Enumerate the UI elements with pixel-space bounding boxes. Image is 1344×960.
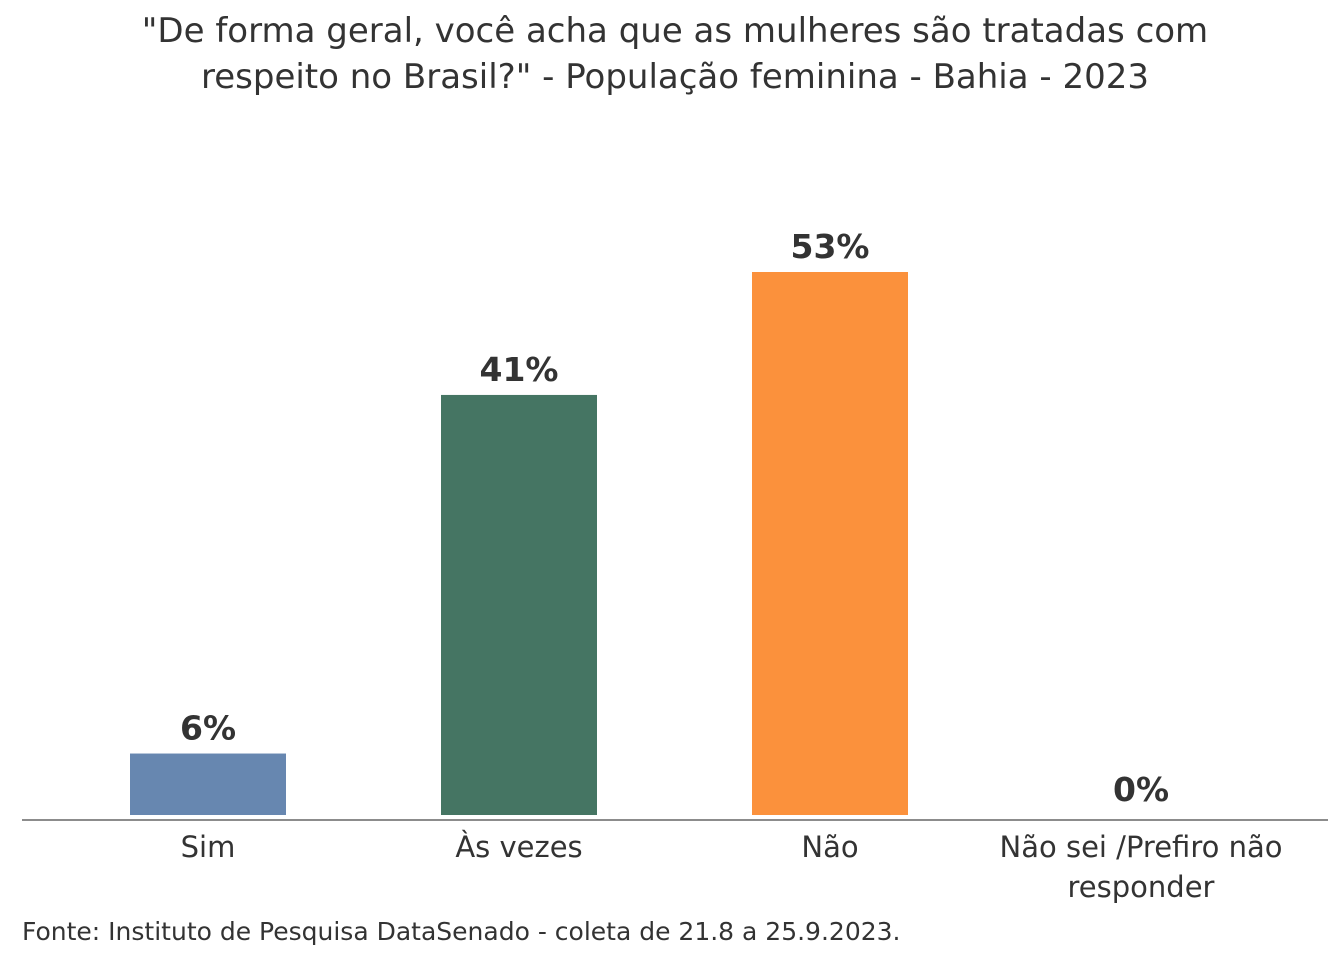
- chart-title-line: respeito no Brasil?" - População feminin…: [201, 57, 1149, 97]
- chart-title: "De forma geral, você acha que as mulher…: [142, 11, 1208, 97]
- bar: [752, 272, 908, 815]
- data-label: 0%: [1113, 770, 1169, 809]
- chart-title-line: "De forma geral, você acha que as mulher…: [142, 11, 1208, 51]
- data-label: 53%: [791, 227, 870, 266]
- x-tick-label: Às vezes: [455, 830, 582, 864]
- bar: [130, 753, 286, 815]
- data-label: 6%: [180, 709, 236, 748]
- x-tick-label: responder: [1068, 870, 1215, 904]
- x-tick-label: Não: [801, 830, 858, 864]
- data-label: 41%: [480, 350, 559, 389]
- x-tick-label: Sim: [181, 830, 236, 864]
- bar: [441, 394, 597, 815]
- source-note: Fonte: Instituto de Pesquisa DataSenado …: [22, 917, 900, 946]
- x-tick-label: Não sei /Prefiro não: [1000, 830, 1283, 864]
- bars-group: 6% Sim 41% Às vezes 53% Não 0% Não sei /Prefiro…: [130, 227, 1282, 904]
